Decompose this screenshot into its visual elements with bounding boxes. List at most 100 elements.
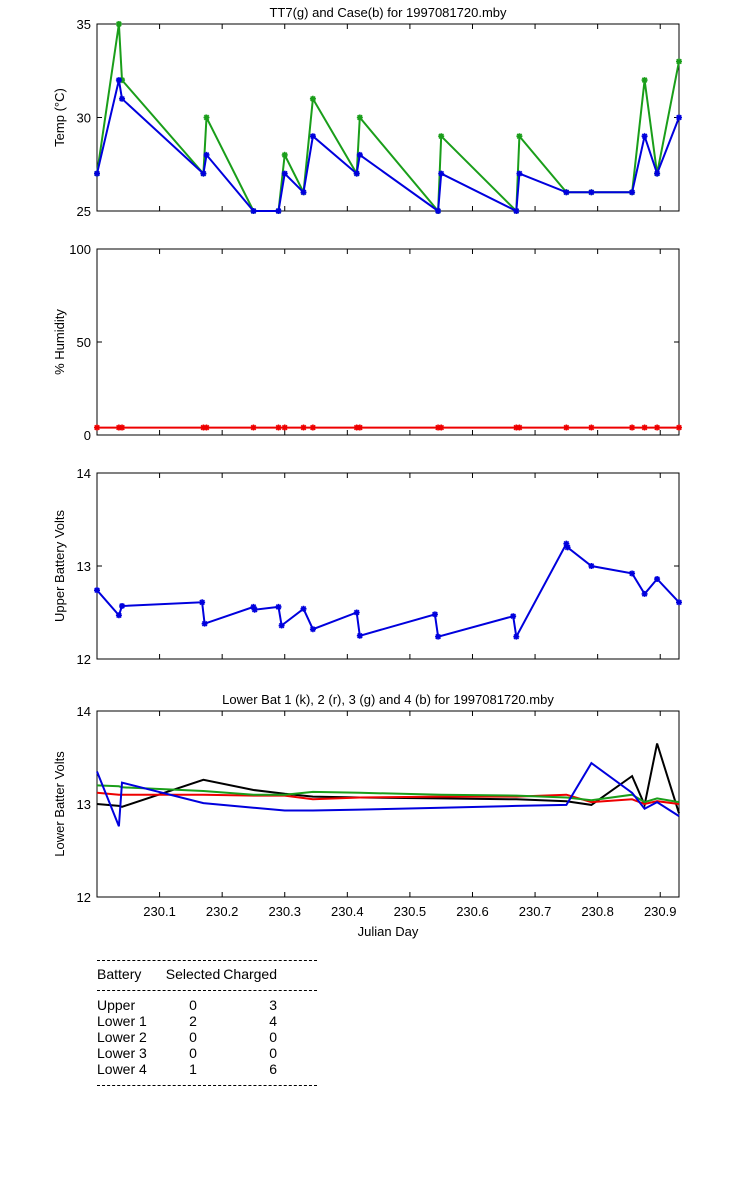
data-point-marker (676, 58, 682, 65)
x-tick-label: 230.9 (644, 904, 677, 919)
data-point-marker (300, 424, 307, 431)
charged-count: 3 (269, 997, 277, 1013)
data-point-marker (629, 424, 636, 431)
y-tick-label: 0 (84, 428, 91, 443)
x-tick-label: 230.8 (581, 904, 614, 919)
battery-name: Lower 4 (97, 1061, 147, 1077)
data-point-marker (356, 151, 363, 158)
table-bottom-rule (97, 1085, 317, 1086)
x-tick-label: 230.4 (331, 904, 364, 919)
data-point-marker (356, 114, 363, 121)
x-tick-label: 230.3 (268, 904, 301, 919)
x-tick-label: 230.6 (456, 904, 489, 919)
data-point-marker (278, 622, 285, 629)
header-selected: Selected (165, 966, 221, 982)
data-point-marker (119, 602, 126, 609)
data-point-marker (309, 424, 316, 431)
data-point-marker (564, 544, 571, 551)
x-axis-label: Julian Day (358, 924, 419, 939)
y-tick-label: 25 (77, 204, 91, 219)
y-tick-label: 35 (77, 17, 91, 32)
battery-name: Lower 3 (97, 1045, 147, 1061)
charged-count: 4 (269, 1013, 277, 1029)
y-tick-label: 12 (77, 652, 91, 667)
table-row: Upper 0 3 (97, 997, 317, 1013)
chart-title: Lower Bat 1 (k), 2 (r), 3 (g) and 4 (b) … (222, 692, 554, 707)
data-point-marker (281, 151, 288, 158)
y-axis-label: Lower Batter Volts (52, 751, 67, 857)
data-point-marker (588, 189, 595, 196)
y-axis-label: Upper Battery Volts (52, 510, 67, 622)
data-point-marker (309, 133, 316, 140)
table-row: Lower 4 1 6 (97, 1061, 317, 1077)
data-point-marker (353, 424, 360, 431)
data-point-marker (356, 424, 363, 431)
data-point-marker (654, 170, 661, 177)
data-point-marker (629, 189, 636, 196)
data-point-marker (435, 424, 442, 431)
data-point-marker (281, 424, 288, 431)
data-point-marker (309, 95, 316, 102)
figure: 25 30 35 TT7(g) and Case(b) for 1997081720.… (52, 5, 682, 939)
header-battery: Battery (97, 966, 142, 982)
header-charged: Charged (223, 966, 277, 982)
charged-count: 6 (269, 1061, 277, 1077)
data-point-marker (676, 424, 682, 431)
plot-frame (96, 23, 680, 212)
y-axis-label: % Humidity (52, 309, 67, 375)
data-point-marker (200, 424, 207, 431)
data-point-marker (275, 603, 282, 610)
data-point-marker (94, 424, 100, 431)
y-tick-label: 30 (77, 111, 91, 126)
data-point-marker (641, 590, 648, 597)
y-tick-label: 50 (77, 335, 91, 350)
data-point-marker (563, 540, 570, 547)
data-point-marker (203, 151, 210, 158)
data-point-marker (115, 612, 122, 619)
data-point-marker (588, 563, 595, 569)
data-point-marker (431, 611, 438, 618)
data-point-marker (435, 208, 442, 214)
data-point-marker (641, 133, 648, 140)
data-point-marker (203, 424, 210, 431)
battery-name: Lower 1 (97, 1013, 147, 1029)
data-point-marker (119, 424, 126, 431)
y-tick-label: 13 (77, 559, 91, 574)
data-point-marker (199, 599, 206, 606)
data-point-marker (588, 424, 595, 431)
data-point-marker (356, 632, 363, 639)
y-tick-label: 14 (77, 704, 91, 719)
x-tick-label: 230.5 (394, 904, 427, 919)
data-point-marker (300, 189, 307, 196)
battery-name: Upper (97, 997, 136, 1013)
data-point-marker (629, 570, 636, 577)
series-line (96, 79, 680, 213)
table-top-rule (97, 960, 317, 961)
data-point-marker (200, 170, 207, 177)
data-point-marker (516, 170, 523, 177)
charged-count: 0 (269, 1045, 277, 1061)
data-point-marker (438, 133, 445, 140)
data-point-marker (435, 633, 442, 640)
x-tick-label: 230.1 (143, 904, 176, 919)
table-row: Lower 3 0 0 (97, 1045, 317, 1061)
y-tick-label: 12 (77, 890, 91, 905)
data-point-marker (203, 114, 210, 121)
data-point-marker (438, 424, 445, 431)
y-tick-label: 14 (77, 466, 91, 481)
table-header-row: Battery Selected Charged (97, 964, 317, 984)
data-point-marker (676, 599, 682, 606)
data-point-marker (676, 114, 682, 121)
data-point-marker (513, 208, 520, 214)
table-header-rule (97, 990, 317, 991)
data-point-marker (353, 170, 360, 177)
data-point-marker (513, 633, 520, 640)
data-point-marker (641, 77, 648, 84)
battery-table: Battery Selected Charged Upper 0 3 Lower… (97, 960, 317, 1086)
data-point-marker (250, 208, 257, 214)
table-row: Lower 1 2 4 (97, 1013, 317, 1029)
data-point-marker (563, 189, 570, 196)
data-point-marker (94, 587, 100, 594)
data-point-marker (119, 77, 126, 84)
data-point-marker (510, 613, 517, 620)
